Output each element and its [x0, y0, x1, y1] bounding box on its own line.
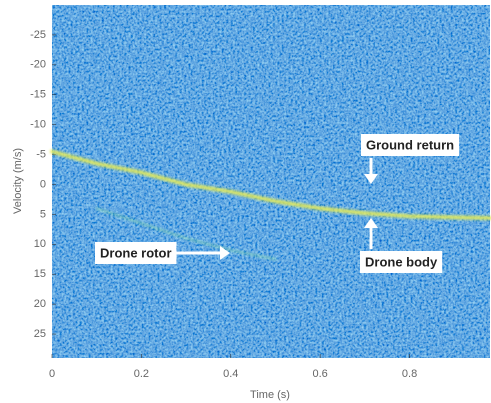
annotation-box	[95, 242, 177, 264]
annotation-arrowhead	[220, 246, 230, 260]
y-tick-label: -20	[30, 59, 46, 71]
x-axis-label: Time (s)	[250, 389, 290, 401]
x-tick-label: 0	[49, 368, 55, 380]
noise-texture	[52, 5, 490, 358]
y-axis-label: Velocity (m/s)	[12, 148, 24, 214]
annotation-box	[361, 134, 460, 156]
y-tick-label: -25	[30, 29, 46, 41]
annotation-arrowhead	[364, 218, 378, 228]
y-tick-label: 15	[34, 268, 46, 280]
series-line	[50, 149, 491, 220]
annotation: Drone body	[360, 218, 443, 273]
y-tick-label: 10	[34, 238, 46, 250]
annotation-label: Drone rotor	[100, 245, 172, 260]
annotation-label: Drone body	[365, 254, 438, 269]
y-tick-label: -5	[36, 148, 46, 160]
x-tick-label: 0.2	[134, 368, 149, 380]
y-tick-label: -15	[30, 89, 46, 101]
annotation: Ground return	[361, 134, 460, 184]
annotation-label: Ground return	[366, 137, 454, 152]
series-line	[95, 207, 277, 261]
y-tick-label: 20	[34, 298, 46, 310]
y-tick-label: -10	[30, 119, 46, 131]
annotation-arrowhead	[364, 174, 378, 184]
x-tick-label: 0.8	[402, 368, 417, 380]
annotation-box	[360, 251, 443, 273]
y-tick-label: 0	[40, 178, 46, 190]
annotation: Drone rotor	[95, 242, 230, 264]
x-tick-label: 0.4	[223, 368, 238, 380]
x-tick-label: 0.6	[313, 368, 328, 380]
y-tick-label: 25	[34, 328, 46, 340]
y-tick-label: 5	[40, 208, 46, 220]
